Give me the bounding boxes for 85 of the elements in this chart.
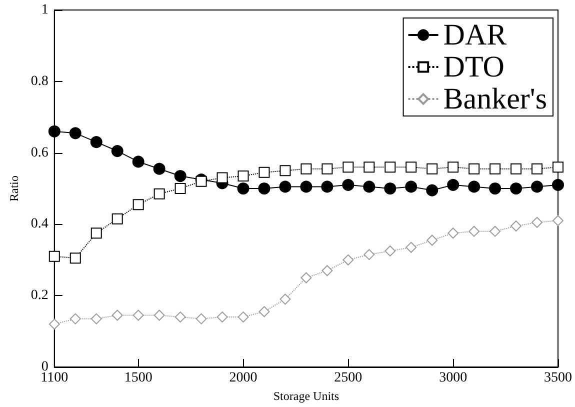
point (405, 180, 418, 193)
point (216, 312, 228, 323)
point (258, 182, 270, 194)
point (280, 165, 291, 176)
point (174, 312, 186, 323)
point (364, 249, 375, 260)
point (426, 234, 438, 246)
point (258, 166, 270, 178)
y-tick-label: 0.2 (30, 288, 48, 304)
point (300, 163, 312, 174)
point (384, 245, 396, 256)
point (490, 226, 501, 237)
point (552, 178, 564, 191)
legend-label: Banker's (443, 82, 548, 116)
point (280, 294, 291, 305)
point (364, 162, 375, 173)
point (532, 216, 543, 228)
point (132, 199, 144, 210)
point (154, 188, 165, 200)
point (258, 306, 270, 318)
x-tick-label: 1500 (124, 370, 152, 386)
y-tick-label: 0.6 (30, 145, 48, 160)
point (448, 162, 459, 173)
y-tick-label: 0.4 (30, 216, 48, 232)
point (426, 163, 438, 174)
point (426, 184, 438, 196)
point (48, 318, 60, 330)
point (322, 265, 333, 276)
point (112, 213, 123, 224)
point (153, 162, 166, 175)
y-tick-label: 1 (41, 2, 48, 18)
point (342, 178, 354, 191)
point (468, 163, 480, 174)
point (384, 182, 396, 194)
point (300, 180, 312, 193)
point (510, 163, 522, 174)
point (468, 226, 480, 237)
point (196, 313, 207, 324)
point (363, 180, 376, 193)
point (237, 182, 250, 194)
point (132, 310, 144, 321)
point (90, 136, 102, 148)
point (132, 156, 144, 168)
point (48, 125, 60, 138)
point (552, 215, 564, 226)
point (321, 180, 334, 193)
point (447, 178, 460, 191)
x-tick-label: 3000 (439, 370, 468, 386)
y-tick-label: 0.8 (30, 74, 48, 89)
point (300, 272, 312, 284)
point (406, 242, 417, 253)
point (448, 228, 459, 239)
x-tick-label: 1100 (40, 370, 68, 386)
legend-label: DAR (443, 18, 507, 52)
point (490, 163, 501, 174)
x-tick-label: 2000 (229, 370, 258, 386)
point (70, 252, 81, 264)
x-axis-title: Storage Units (273, 388, 340, 403)
point (69, 127, 82, 140)
point (468, 180, 480, 193)
point (216, 172, 228, 184)
point (384, 162, 396, 173)
x-tick-label: 2500 (334, 370, 362, 386)
point (90, 228, 102, 239)
point (531, 180, 544, 193)
point (532, 163, 543, 174)
x-tick-label: 3500 (544, 370, 572, 386)
point (510, 182, 522, 194)
point (342, 162, 354, 173)
point (48, 250, 60, 262)
y-axis-title: Ratio (7, 176, 21, 202)
point (111, 145, 124, 158)
point (70, 313, 81, 324)
point (489, 182, 502, 194)
point (322, 163, 333, 174)
point (90, 313, 102, 324)
point (406, 162, 417, 173)
point (510, 220, 522, 232)
point (112, 310, 123, 321)
legend-label: DTO (443, 50, 504, 84)
point (174, 170, 186, 182)
point (238, 312, 249, 323)
point (342, 254, 354, 266)
point (154, 310, 165, 321)
point (279, 180, 292, 193)
